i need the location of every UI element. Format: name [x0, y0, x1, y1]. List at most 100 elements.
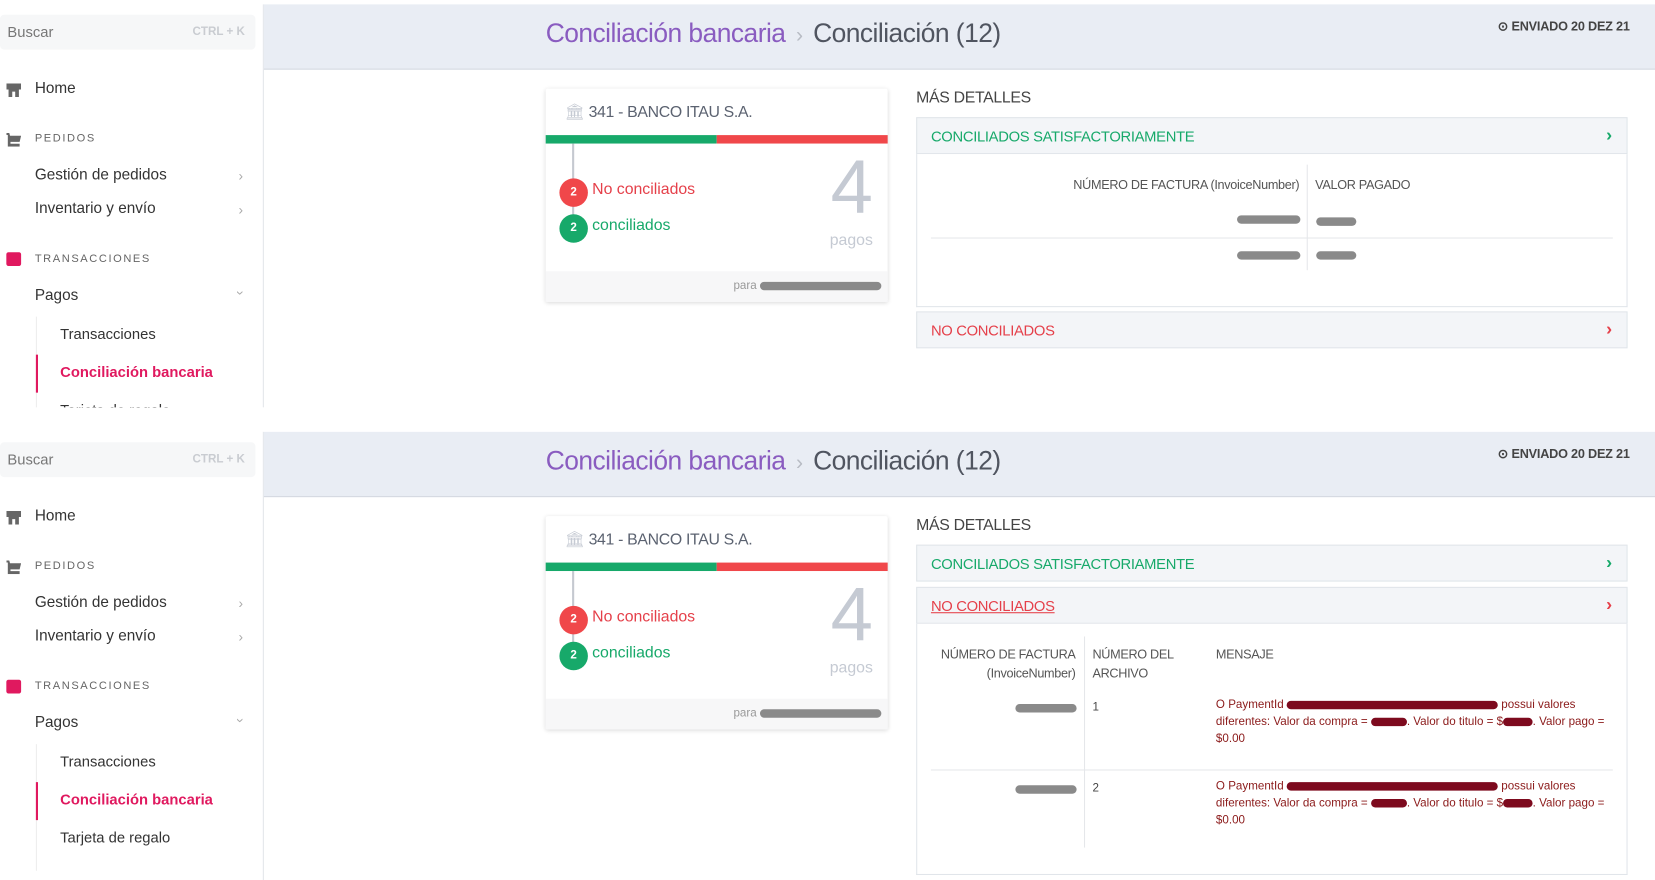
reconciliation-progress-bar: [545, 135, 888, 144]
redacted-recipient: [759, 709, 882, 718]
column-divider: [1306, 164, 1308, 271]
search-input[interactable]: Buscar CTRL + K: [0, 14, 256, 50]
row-message: O PaymentId possui valores diferentes: V…: [1216, 697, 1617, 748]
page-header: Conciliación bancaria › Conciliación (12) …: [263, 4, 1655, 70]
row-message: O PaymentId possui valores diferentes: V…: [1216, 778, 1617, 829]
not-reconciled-label[interactable]: No conciliados: [592, 180, 696, 199]
page-header: Conciliación bancaria › Conciliación (12) …: [263, 431, 1655, 498]
redacted-invoice: [1015, 704, 1077, 713]
total-unit: pagos: [829, 658, 873, 677]
search-input[interactable]: Buscar CTRL + K: [0, 442, 256, 478]
sent-label: ENVIADO 20 DEZ 21: [1511, 18, 1630, 34]
not-reconciled-label[interactable]: No conciliados: [592, 607, 696, 626]
sidebar-item-payments[interactable]: Pagos: [34, 287, 79, 304]
sidebar-item-bank-reconciliation[interactable]: Conciliación bancaria: [60, 363, 213, 380]
sidebar-item-order-management[interactable]: Gestión de pedidos: [34, 594, 167, 612]
sidebar-item-transactions[interactable]: Transacciones: [60, 752, 156, 770]
reconciled-badge: 2: [559, 641, 588, 671]
not-reconciled-badge: 2: [559, 178, 588, 207]
total-count: 4: [830, 573, 873, 658]
chevron-right-icon: ›: [238, 629, 244, 645]
reconciled-label[interactable]: conciliados: [592, 643, 671, 662]
sidebar-item-gift-card[interactable]: Tarjeta de regalo: [60, 828, 171, 846]
redacted-payment-id: [1286, 782, 1499, 791]
sent-label: ENVIADO 20 DEZ 21: [1511, 446, 1630, 462]
active-indicator: [35, 354, 38, 393]
cart-icon: [6, 560, 22, 575]
chevron-right-icon: ›: [238, 595, 244, 612]
section-orders: PEDIDOS: [34, 131, 96, 145]
accordion-not-reconciled[interactable]: NO CONCILIADOS ›: [916, 586, 1628, 624]
bank-icon: 🏛︎: [564, 530, 585, 549]
sidebar-item-inventory[interactable]: Inventario y envío: [34, 200, 156, 218]
sidebar-item-order-management[interactable]: Gestión de pedidos: [34, 166, 167, 184]
clock-icon: ⊙: [1497, 18, 1509, 34]
reconciled-bar: [545, 135, 717, 144]
cart-icon: [6, 132, 22, 147]
details-title: MÁS DETALLES: [916, 516, 1031, 535]
section-orders: PEDIDOS: [34, 559, 96, 573]
column-divider: [1083, 636, 1086, 848]
sidebar-item-payments[interactable]: Pagos: [34, 714, 79, 732]
accordion-not-reconciled[interactable]: NO CONCILIADOS ›: [916, 311, 1628, 349]
sidebar-item-gift-card[interactable]: Tarjeta de regalo: [60, 401, 170, 407]
file-number: 1: [1092, 700, 1099, 714]
chevron-right-icon: ›: [1606, 318, 1612, 339]
column-invoice: NÚMERO DE FACTURA (InvoiceNumber): [940, 647, 1076, 681]
details-title: MÁS DETALLES: [916, 88, 1031, 107]
breadcrumb-parent[interactable]: Conciliación bancaria: [545, 446, 786, 477]
section-transactions: TRANSACCIONES: [34, 679, 151, 693]
redacted-amount: [1503, 799, 1533, 808]
sidebar-item-home[interactable]: Home: [34, 80, 76, 98]
sent-status: ⊙ ENVIADO 20 DEZ 21: [1498, 446, 1630, 461]
total-unit: pagos: [829, 231, 873, 250]
footer-prefix: para: [733, 279, 757, 293]
breadcrumb: Conciliación bancaria › Conciliación (12): [546, 446, 1001, 477]
accordion-reconciled[interactable]: CONCILIADOS SATISFACTORIAMENTE ›: [916, 117, 1628, 155]
sidebar: Buscar CTRL + K Home PEDIDOS Gestión de p…: [0, 431, 264, 880]
bank-title: 🏛︎ 341 - BANCO ITAU S.A.: [565, 102, 753, 121]
redacted-invoice: [1237, 215, 1301, 224]
column-file-number: NÚMERO DEL ARCHIVO: [1092, 647, 1174, 681]
chevron-right-icon: ›: [238, 167, 244, 184]
total-count: 4: [830, 145, 873, 231]
column-message: MENSAJE: [1215, 647, 1274, 662]
file-number: 2: [1092, 782, 1099, 795]
reconciled-label[interactable]: conciliados: [592, 216, 671, 235]
chevron-right-icon: ›: [1606, 124, 1612, 145]
row-divider: [930, 769, 1613, 771]
redacted-value: [1316, 217, 1357, 226]
reconciliation-progress-bar: [545, 562, 888, 572]
bank-summary-card: 🏛︎ 341 - BANCO ITAU S.A. 2 No conciliado…: [545, 516, 888, 730]
chevron-down-icon: ›: [232, 718, 249, 723]
store-icon: [6, 510, 22, 525]
bank-icon: 🏛︎: [564, 103, 585, 122]
sidebar-item-home[interactable]: Home: [34, 507, 76, 525]
redacted-invoice: [1015, 785, 1077, 794]
active-indicator: [35, 782, 38, 821]
sidebar-item-bank-reconciliation[interactable]: Conciliación bancaria: [60, 790, 213, 808]
sidebar-item-inventory[interactable]: Inventario y envío: [34, 628, 156, 645]
sent-status: ⊙ ENVIADO 20 DEZ 21: [1498, 19, 1630, 34]
accordion-label: NO CONCILIADOS: [930, 597, 1055, 615]
page-title: Conciliación (12): [813, 18, 1001, 49]
message-text: . Valor pago = $0.00: [1215, 715, 1605, 746]
breadcrumb-parent[interactable]: Conciliación bancaria: [545, 18, 786, 49]
reconciled-badge: 2: [559, 214, 588, 243]
search-shortcut: CTRL + K: [192, 25, 245, 38]
redacted-recipient: [759, 281, 882, 291]
bank-name: 341 - BANCO ITAU S.A.: [588, 103, 753, 122]
reconciliation-view: Buscar CTRL + K Home PEDIDOS Gestión de p…: [0, 4, 1655, 408]
accordion-reconciled[interactable]: CONCILIADOS SATISFACTORIAMENTE ›: [916, 544, 1628, 582]
credit-card-icon: [6, 679, 22, 694]
message-text: . Valor pago = $0.00: [1215, 796, 1605, 827]
accordion-label: CONCILIADOS SATISFACTORIAMENTE: [930, 127, 1195, 145]
sidebar-item-transactions[interactable]: Transacciones: [60, 325, 156, 342]
bank-summary-card: 🏛︎ 341 - BANCO ITAU S.A. 2 No conciliado…: [545, 88, 888, 302]
redacted-amount: [1370, 717, 1407, 727]
reconciliation-view: Buscar CTRL + K Home PEDIDOS Gestión de p…: [0, 431, 1655, 880]
reconciled-bar: [545, 562, 717, 572]
redacted-payment-id: [1286, 700, 1499, 710]
redacted-invoice: [1237, 251, 1301, 260]
